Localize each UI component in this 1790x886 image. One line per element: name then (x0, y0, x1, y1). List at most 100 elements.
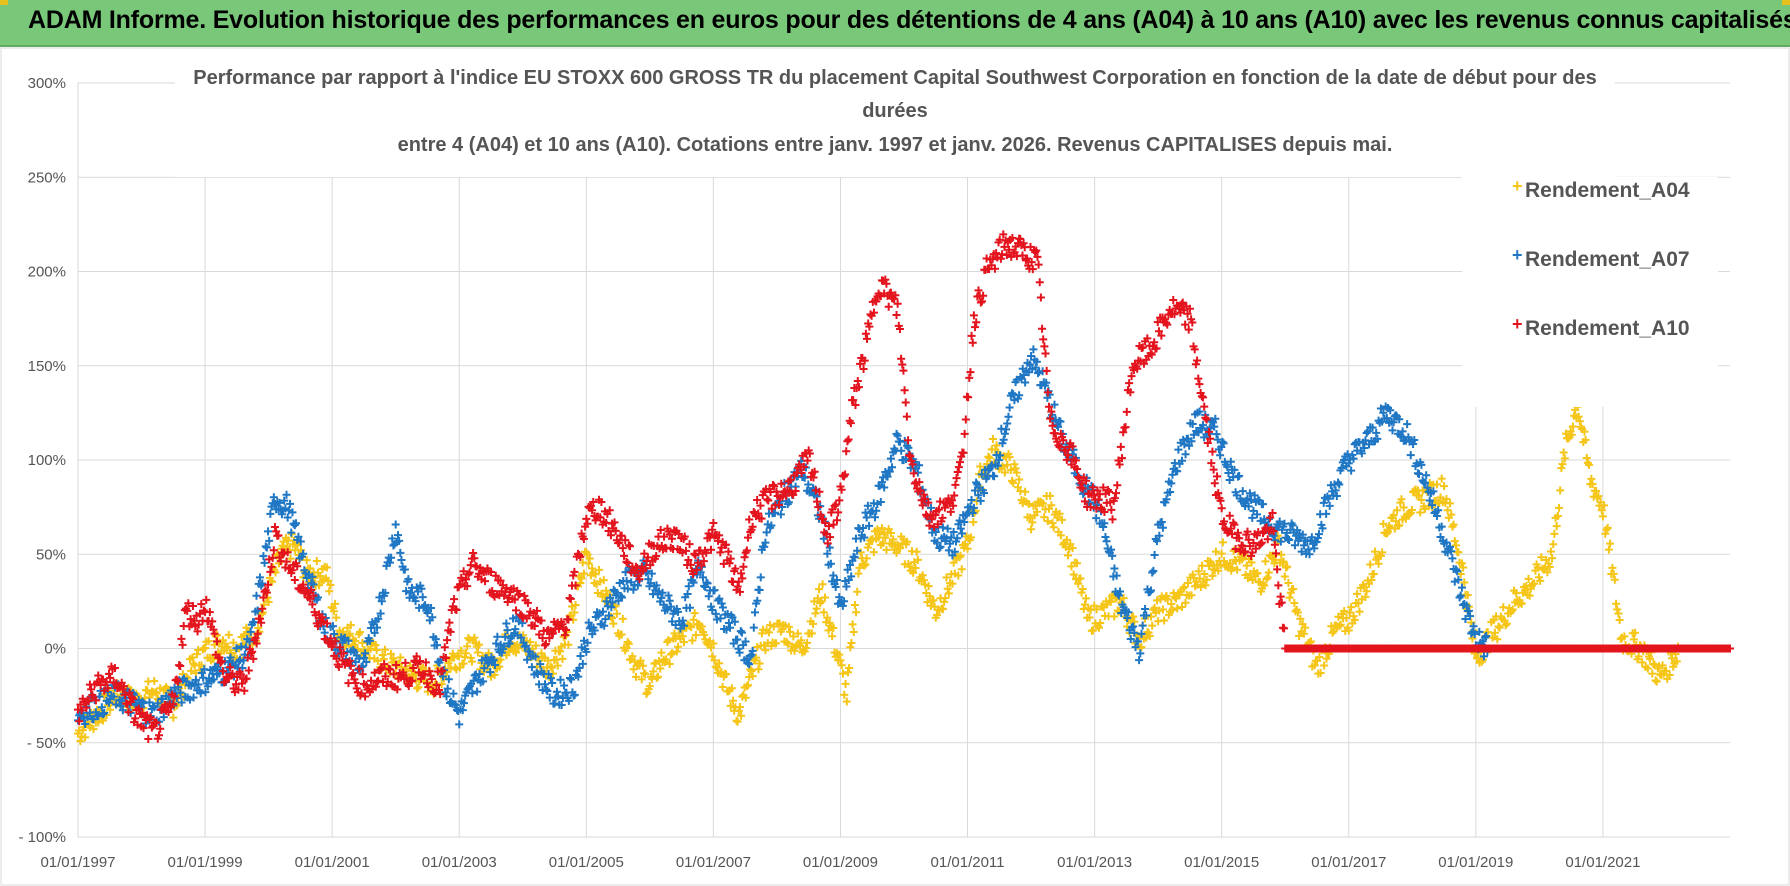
data-point (259, 593, 268, 602)
data-point (734, 706, 743, 715)
data-point (1379, 519, 1388, 528)
data-point (1446, 499, 1455, 508)
data-point (183, 606, 192, 615)
data-point (322, 619, 331, 628)
data-point (931, 528, 940, 537)
data-point (950, 491, 959, 500)
data-point (1016, 235, 1025, 244)
legend-marker-a07: + (1512, 245, 1523, 265)
data-point (351, 678, 360, 687)
data-point (1023, 254, 1032, 263)
data-point (243, 653, 252, 662)
data-point (1046, 491, 1055, 500)
data-point (1442, 538, 1451, 547)
data-point (196, 689, 205, 698)
data-point (1410, 435, 1419, 444)
data-point (918, 571, 927, 580)
data-point (1076, 574, 1085, 583)
data-point (575, 663, 584, 672)
data-point (1214, 489, 1223, 498)
data-point (232, 644, 241, 653)
data-point (1228, 530, 1237, 539)
data-point (807, 629, 816, 638)
x-tick-label: 01/01/2021 (1565, 854, 1640, 871)
data-point (588, 506, 597, 515)
legend: + Rendement_A04 + Rendement_A07 + Rendem… (1462, 176, 1718, 407)
data-point (547, 663, 556, 672)
data-point (776, 510, 785, 519)
data-point (1543, 568, 1552, 577)
data-point (941, 593, 950, 602)
data-point (707, 545, 716, 554)
data-point (847, 572, 856, 581)
data-point (849, 396, 858, 405)
data-point (737, 711, 746, 720)
data-point (288, 508, 297, 517)
data-point (1314, 530, 1323, 539)
data-point (1089, 626, 1098, 635)
data-point (545, 634, 554, 643)
data-point (598, 607, 607, 616)
data-point (226, 663, 235, 672)
data-point (428, 613, 437, 622)
data-point (1137, 629, 1146, 638)
data-point (371, 640, 380, 649)
data-point (893, 431, 902, 440)
data-point (909, 469, 918, 478)
data-point (212, 637, 221, 646)
data-point (782, 491, 791, 500)
data-point (607, 603, 616, 612)
data-point (1099, 483, 1108, 492)
data-point (860, 561, 869, 570)
data-point (1220, 517, 1228, 526)
data-point (152, 689, 161, 698)
data-point (1019, 239, 1028, 248)
data-point (1170, 310, 1179, 319)
data-point (96, 681, 105, 690)
data-point (1167, 479, 1176, 488)
data-point (1033, 252, 1042, 261)
data-point (722, 670, 731, 679)
data-point (262, 543, 271, 552)
data-point (1601, 529, 1610, 538)
data-point (653, 672, 662, 681)
data-point (823, 539, 832, 548)
data-point (1350, 615, 1359, 624)
data-point (1612, 599, 1621, 608)
data-point (388, 534, 397, 543)
data-point (968, 338, 977, 347)
data-point (1173, 467, 1182, 476)
data-point (449, 689, 458, 698)
data-point (203, 682, 212, 691)
data-point (251, 634, 260, 643)
data-point (264, 527, 273, 536)
data-point (155, 731, 164, 740)
data-point (938, 523, 947, 532)
data-point (269, 493, 278, 502)
data-point (869, 548, 878, 557)
data-point (1604, 545, 1613, 554)
data-point (1263, 573, 1272, 582)
data-point (1344, 626, 1353, 635)
data-point (84, 696, 93, 705)
data-point (979, 291, 988, 300)
data-point (770, 508, 779, 517)
data-point (631, 672, 640, 681)
data-point (897, 354, 906, 363)
data-point (520, 591, 529, 600)
data-point (955, 553, 964, 562)
data-point (469, 676, 478, 685)
data-point (496, 655, 505, 664)
data-point (420, 670, 429, 679)
data-point (662, 655, 671, 664)
data-point (935, 544, 944, 553)
data-point (1450, 537, 1459, 546)
data-point (350, 640, 359, 649)
data-point (226, 653, 235, 662)
data-point (841, 470, 850, 479)
data-point (173, 677, 182, 686)
data-point (1488, 633, 1497, 642)
data-point (845, 664, 854, 673)
data-point (590, 626, 599, 635)
data-point (346, 661, 355, 670)
